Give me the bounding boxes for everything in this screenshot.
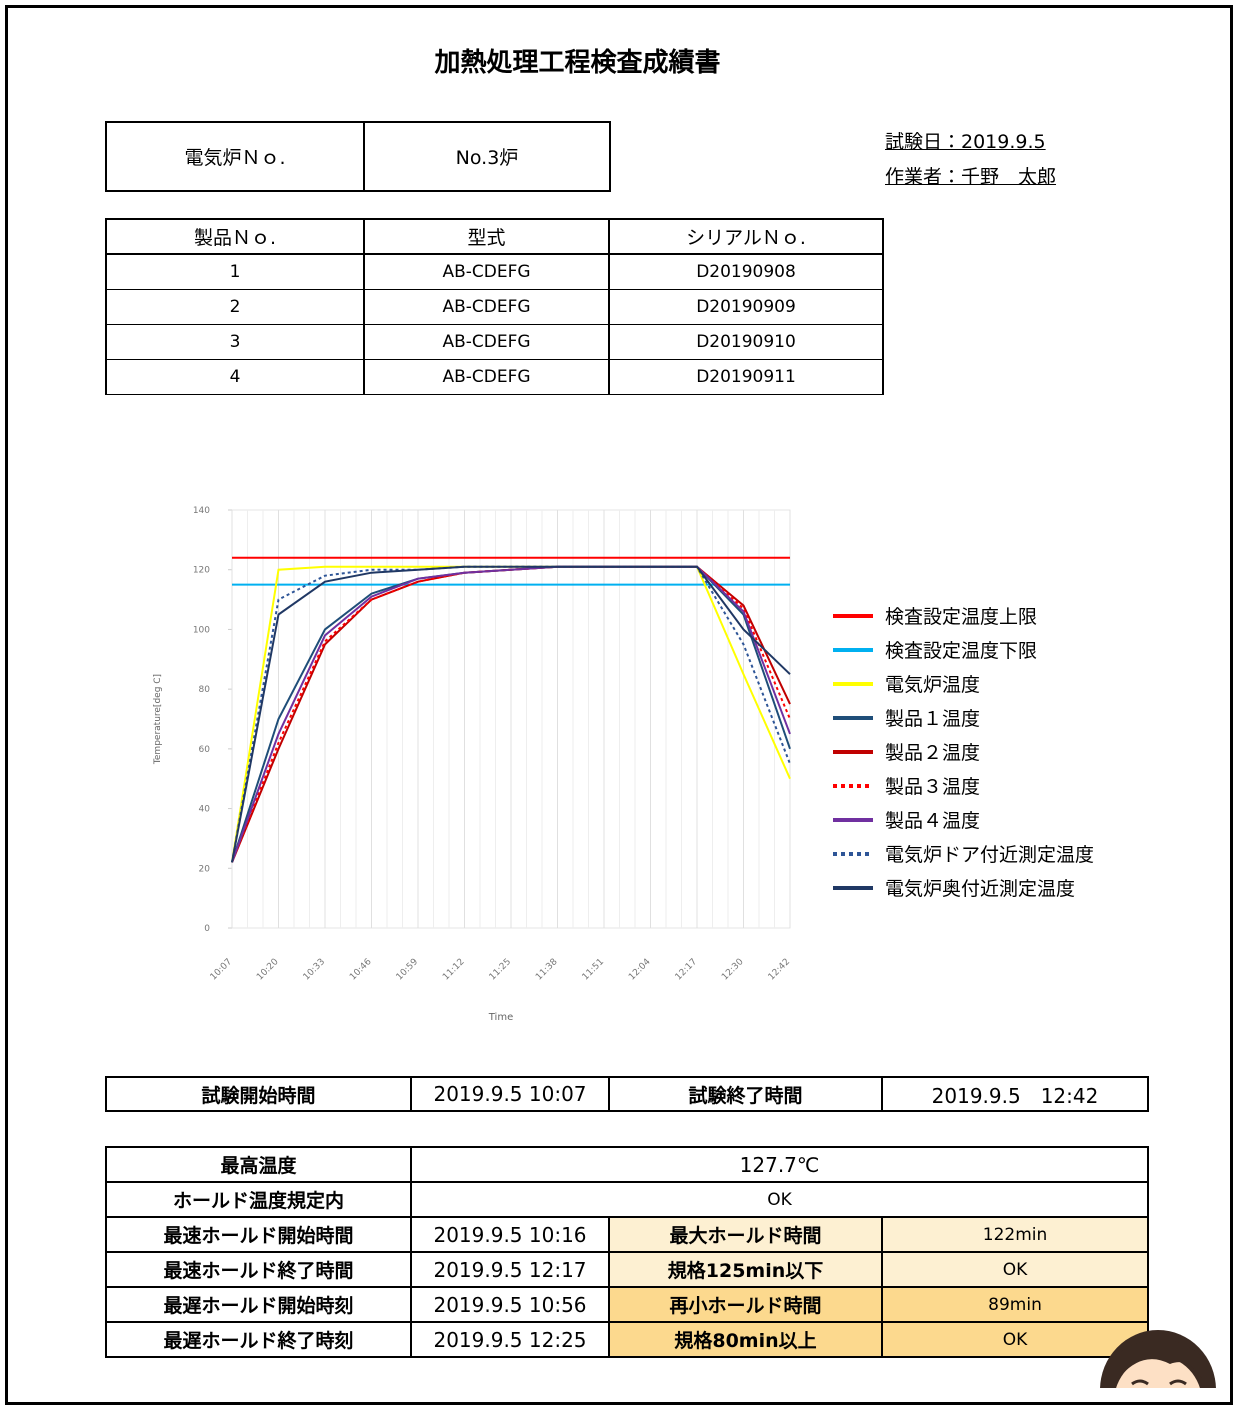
x-axis-label: Time [488, 1012, 513, 1023]
x-tick-label: 11:51 [581, 957, 606, 982]
result-label: 再小ホールド時間 [609, 1287, 882, 1322]
y-tick-label: 40 [199, 805, 211, 815]
x-tick-label: 11:12 [441, 957, 466, 982]
result-label: 最遅ホールド終了時刻 [106, 1322, 411, 1357]
result-value: OK [411, 1182, 1148, 1217]
x-tick-label: 10:46 [348, 957, 374, 983]
result-value: OK [882, 1252, 1148, 1287]
column-header: シリアルＮｏ. [609, 219, 883, 254]
document-title: 加熱処理工程検査成績書 [0, 42, 1155, 79]
result-value: 2019.9.5 12:25 [411, 1322, 609, 1357]
column-header: 製品Ｎｏ. [106, 219, 364, 254]
furnace-label: 電気炉Ｎｏ. [106, 122, 364, 191]
product-cell: AB-CDEFG [364, 289, 609, 324]
legend-label: 製品１温度 [885, 708, 980, 730]
result-value: 89min [882, 1287, 1148, 1322]
result-value: 2019.9.5 10:16 [411, 1217, 609, 1252]
legend-label: 検査設定温度下限 [885, 640, 1037, 662]
x-tick-label: 12:42 [767, 957, 792, 982]
result-label: 最遅ホールド開始時刻 [106, 1287, 411, 1322]
legend-label: 製品４温度 [885, 810, 980, 832]
product-cell: 2 [106, 289, 364, 324]
result-label: 最大ホールド時間 [609, 1217, 882, 1252]
page: {"header": {"title": "加熱処理工程検査成績書", "tes… [0, 0, 1239, 1388]
product-cell: D20190911 [609, 359, 883, 394]
legend-label: 製品２温度 [885, 742, 980, 764]
result-label: ホールド温度規定内 [106, 1182, 411, 1217]
result-label: 規格80min以上 [609, 1322, 882, 1357]
result-value: 122min [882, 1217, 1148, 1252]
test-date: 試験日：2019.9.5 [885, 127, 1046, 154]
time-value: 2019.9.5 10:07 [411, 1077, 609, 1111]
x-tick-label: 10:59 [395, 957, 421, 983]
x-tick-label: 12:30 [720, 957, 746, 983]
y-tick-label: 100 [193, 625, 210, 635]
column-header: 型式 [364, 219, 609, 254]
y-tick-label: 140 [193, 506, 210, 516]
x-tick-label: 12:04 [627, 957, 653, 983]
x-tick-label: 12:17 [674, 957, 699, 982]
time-value: 2019.9.5 12:42 [882, 1077, 1148, 1111]
x-tick-label: 10:07 [209, 957, 234, 982]
mascot-illustration [1080, 1318, 1230, 1388]
x-tick-label: 10:33 [302, 957, 327, 982]
result-label: 規格125min以下 [609, 1252, 882, 1287]
furnace-value: No.3炉 [364, 122, 610, 191]
product-cell: 3 [106, 324, 364, 359]
product-cell: D20190909 [609, 289, 883, 324]
y-tick-label: 20 [199, 864, 211, 874]
legend-label: 電気炉温度 [885, 674, 980, 696]
furnace-table: 電気炉Ｎｏ. No.3炉 [105, 121, 611, 192]
product-cell: D20190908 [609, 254, 883, 289]
y-tick-label: 60 [199, 745, 211, 755]
result-value: 2019.9.5 12:17 [411, 1252, 609, 1287]
operator: 作業者：千野 太郎 [885, 162, 1056, 189]
result-value: 2019.9.5 10:56 [411, 1287, 609, 1322]
product-cell: 1 [106, 254, 364, 289]
legend-label: 製品３温度 [885, 776, 980, 798]
product-cell: AB-CDEFG [364, 254, 609, 289]
result-label: 最速ホールド開始時間 [106, 1217, 411, 1252]
product-cell: 4 [106, 359, 364, 394]
y-tick-label: 120 [193, 566, 210, 576]
x-tick-label: 10:20 [255, 957, 281, 983]
legend-label: 検査設定温度上限 [885, 606, 1037, 628]
header-row: 製品Ｎｏ.型式シリアルＮｏ. [106, 219, 883, 254]
y-tick-label: 80 [199, 685, 211, 695]
time-label: 試験終了時間 [609, 1077, 882, 1111]
product-cell: AB-CDEFG [364, 359, 609, 394]
time-label: 試験開始時間 [106, 1077, 411, 1111]
legend-label: 電気炉奥付近測定温度 [885, 878, 1075, 900]
result-label: 最速ホールド終了時間 [106, 1252, 411, 1287]
product-cell: AB-CDEFG [364, 324, 609, 359]
legend-label: 電気炉ドア付近測定温度 [885, 844, 1094, 866]
x-tick-label: 11:25 [488, 957, 513, 982]
y-axis-label: Temperature[deg C] [153, 674, 163, 765]
x-tick-label: 11:38 [534, 957, 560, 983]
chart: 0 20 40 60 80 100 120 140 10:07 10:20 10:33 10:46 10… [0, 470, 1239, 1050]
result-label: 最高温度 [106, 1147, 411, 1182]
product-cell: D20190910 [609, 324, 883, 359]
result-value: 127.7℃ [411, 1147, 1148, 1182]
y-tick-label: 0 [204, 924, 210, 934]
